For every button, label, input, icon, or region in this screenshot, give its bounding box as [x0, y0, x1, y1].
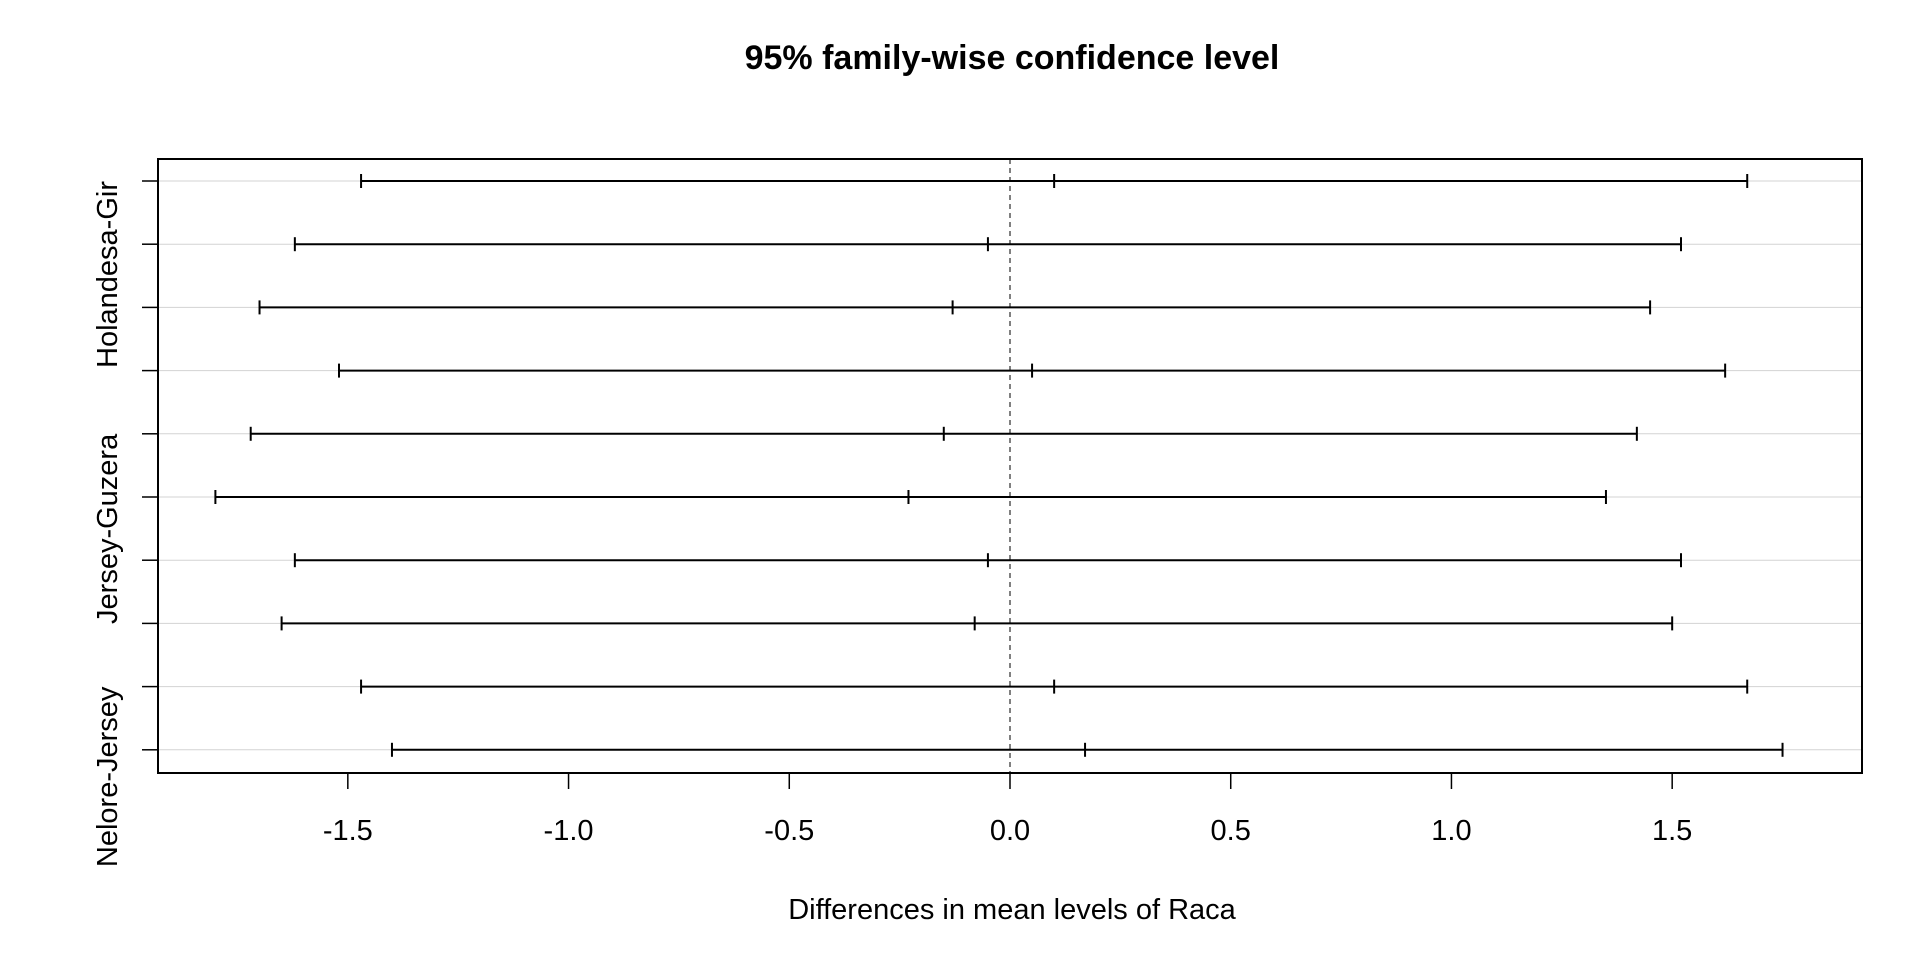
- y-tick-label: Jersey-Guzera: [92, 433, 124, 624]
- x-tick-label: -1.0: [544, 815, 594, 847]
- y-tick-label: Nelore-Jersey: [92, 686, 124, 867]
- plot-area: Holandesa-Gir Jersey-Guzera Nelore-Jersey -…: [92, 158, 1863, 867]
- x-tick-label: 1.5: [1652, 815, 1692, 847]
- chart-title: 95% family-wise confidence level: [745, 39, 1280, 77]
- x-tick-label: 0.0: [990, 815, 1030, 847]
- x-axis-label: Differences in mean levels of Raca: [788, 894, 1236, 926]
- x-tick-label: -1.5: [323, 815, 373, 847]
- y-tick-label: Holandesa-Gir: [92, 181, 124, 368]
- plot-frame: [157, 158, 1863, 774]
- x-tick-label: -0.5: [764, 815, 814, 847]
- x-tick-label: 0.5: [1211, 815, 1251, 847]
- x-tick-label: 1.0: [1431, 815, 1471, 847]
